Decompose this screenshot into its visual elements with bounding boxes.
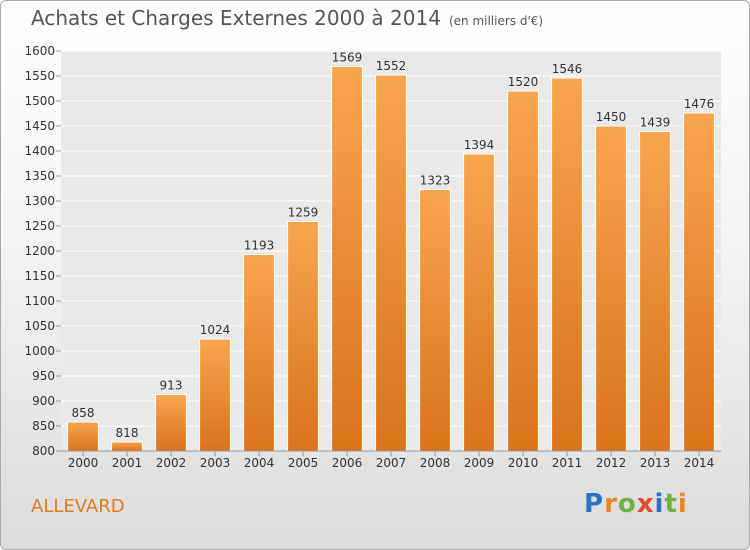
y-tick-label: 1500 [24,94,55,108]
bar [67,421,99,452]
y-tick-label: 800 [32,444,55,458]
x-tick-label: 2006 [332,456,363,470]
bar [287,221,319,452]
x-tick-label: 2001 [112,456,143,470]
y-axis-ticks: 800 850 900 950 1000 1050 1100 1150 1200 1250 1300… [24,44,61,458]
x-tick-label: 2013 [640,456,671,470]
bar [111,441,143,452]
bar [595,125,627,452]
y-tick-label: 1000 [24,344,55,358]
logo-letter: x [636,489,655,519]
x-tick-label: 2014 [684,456,715,470]
x-tick-label: 2009 [464,456,495,470]
x-tick-label: 2010 [508,456,539,470]
logo-letter: r [604,489,618,519]
bar [375,74,407,452]
x-axis-ticks: 2000 2001 2002 2003 2004 2005 2006 2007 2008 2009… [68,451,715,470]
bar-value-label: 1546 [552,62,583,76]
y-tick-label: 1050 [24,319,55,333]
bar-value-label: 818 [116,426,139,440]
x-tick-label: 2000 [68,456,99,470]
bars: 858 818 913 1024 1193 1259 1569 1552 1323 1394 152… [67,51,715,452]
chart-title-text: Achats et Charges Externes 2000 à 2014 [31,6,441,30]
bar [683,112,715,452]
bar [551,77,583,452]
y-tick-label: 1350 [24,169,55,183]
bar-value-label: 1450 [596,110,627,124]
x-tick-label: 2007 [376,456,407,470]
chart-title: Achats et Charges Externes 2000 à 2014 (e… [31,6,543,30]
y-tick-label: 1250 [24,219,55,233]
y-tick-label: 1150 [24,269,55,283]
chart-subtitle: (en milliers d'€) [448,14,544,28]
y-tick-label: 850 [32,419,55,433]
y-tick-label: 1100 [24,294,55,308]
y-tick-label: 1200 [24,244,55,258]
y-tick-label: 1600 [24,44,55,58]
bar-value-label: 1323 [420,174,451,188]
bar-value-label: 1439 [640,116,671,130]
x-tick-label: 2004 [244,456,275,470]
bar [463,153,495,452]
logo-letter: P [584,489,605,519]
logo-letter: i [654,489,665,519]
x-tick-label: 2012 [596,456,627,470]
bar-value-label: 1476 [684,97,715,111]
x-tick-label: 2005 [288,456,319,470]
bar [243,254,275,452]
y-tick-label: 1300 [24,194,55,208]
bar-value-label: 1569 [332,51,363,65]
bar-value-label: 1394 [464,138,495,152]
y-tick-label: 1450 [24,119,55,133]
x-tick-label: 2008 [420,456,451,470]
bar [155,394,187,452]
logo-letter: o [617,489,637,519]
x-tick-label: 2011 [552,456,583,470]
bar-value-label: 1520 [508,75,539,89]
bar [639,131,671,452]
y-tick-label: 950 [32,369,55,383]
y-tick-label: 1550 [24,69,55,83]
bar-value-label: 913 [160,379,183,393]
bar-value-label: 858 [72,406,95,420]
logo-letter: t [664,489,678,519]
bar [331,66,363,452]
x-tick-label: 2002 [156,456,187,470]
bar-value-label: 1193 [244,239,275,253]
y-tick-label: 1400 [24,144,55,158]
bar [199,338,231,452]
bar [507,90,539,452]
place-name: ALLEVARD [31,496,125,517]
bar [419,189,451,452]
y-tick-label: 900 [32,394,55,408]
bar-value-label: 1024 [200,323,231,337]
x-tick-label: 2003 [200,456,231,470]
logo-letter: i [677,489,688,519]
proxiti-logo: Proxiti [584,489,688,519]
bar-value-label: 1552 [376,59,407,73]
bar-value-label: 1259 [288,206,319,220]
